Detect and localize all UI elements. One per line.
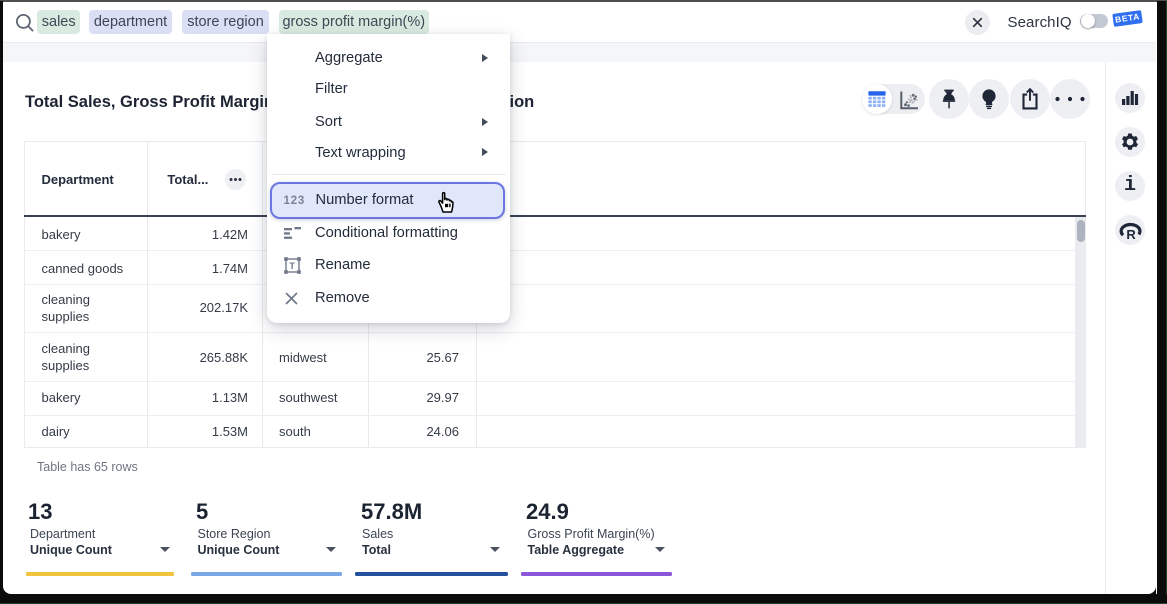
svg-text:T: T [289, 260, 295, 270]
svg-text:R: R [1126, 227, 1136, 240]
